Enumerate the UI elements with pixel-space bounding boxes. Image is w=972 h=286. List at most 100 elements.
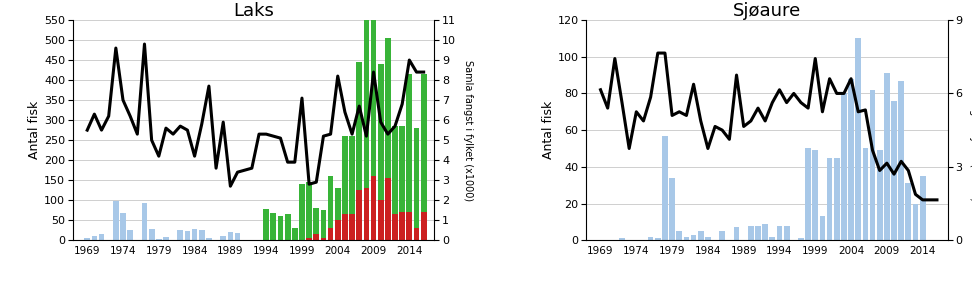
Bar bbox=[378, 64, 384, 200]
Bar bbox=[406, 74, 412, 212]
Bar bbox=[827, 158, 832, 240]
Bar bbox=[364, 188, 369, 240]
Bar bbox=[370, 0, 376, 176]
Bar bbox=[370, 176, 376, 240]
Bar bbox=[342, 136, 348, 214]
Bar bbox=[399, 126, 405, 212]
Bar bbox=[163, 237, 169, 240]
Bar bbox=[385, 178, 391, 240]
Y-axis label: Samla fangst i fylket (x1000): Samla fangst i fylket (x1000) bbox=[463, 59, 473, 201]
Y-axis label: Samla fangst i fylket (x1000): Samla fangst i fylket (x1000) bbox=[969, 59, 972, 201]
Title: Laks: Laks bbox=[233, 2, 274, 20]
Bar bbox=[306, 182, 312, 238]
Bar bbox=[862, 148, 868, 240]
Bar bbox=[755, 226, 761, 240]
Bar bbox=[770, 237, 776, 240]
Bar bbox=[321, 238, 327, 240]
Bar bbox=[91, 236, 97, 240]
Bar bbox=[313, 208, 319, 234]
Bar bbox=[762, 224, 768, 240]
Bar bbox=[421, 74, 427, 212]
Bar bbox=[392, 214, 398, 240]
Bar bbox=[328, 228, 333, 240]
Bar bbox=[698, 231, 704, 240]
Bar bbox=[328, 176, 333, 228]
Bar bbox=[813, 150, 818, 240]
Bar bbox=[877, 150, 883, 240]
Bar bbox=[884, 73, 889, 240]
Bar bbox=[185, 231, 191, 240]
Bar bbox=[313, 234, 319, 240]
Bar bbox=[321, 210, 327, 238]
Bar bbox=[385, 38, 391, 178]
Bar bbox=[719, 231, 725, 240]
Bar bbox=[834, 158, 840, 240]
Bar bbox=[392, 126, 398, 214]
Bar bbox=[234, 233, 240, 240]
Bar bbox=[798, 239, 804, 240]
Bar bbox=[85, 238, 90, 240]
Bar bbox=[414, 228, 419, 240]
Bar bbox=[156, 239, 161, 240]
Bar bbox=[805, 148, 811, 240]
Bar bbox=[870, 90, 876, 240]
Bar bbox=[677, 231, 682, 240]
Bar bbox=[149, 229, 155, 240]
Bar bbox=[278, 216, 284, 240]
Bar bbox=[349, 214, 355, 240]
Bar bbox=[691, 235, 697, 240]
Bar bbox=[819, 217, 825, 240]
Bar bbox=[285, 214, 291, 240]
Bar bbox=[364, 8, 369, 188]
Bar bbox=[342, 214, 348, 240]
Bar bbox=[349, 136, 355, 214]
Bar bbox=[199, 230, 205, 240]
Bar bbox=[292, 228, 297, 240]
Bar bbox=[849, 79, 854, 240]
Bar bbox=[655, 239, 661, 240]
Bar bbox=[841, 94, 847, 240]
Bar bbox=[306, 238, 312, 240]
Bar bbox=[777, 226, 782, 240]
Bar bbox=[299, 184, 305, 240]
Bar bbox=[263, 209, 269, 240]
Bar bbox=[421, 212, 427, 240]
Bar bbox=[357, 190, 363, 240]
Bar bbox=[906, 183, 911, 240]
Bar bbox=[127, 230, 133, 240]
Bar bbox=[378, 200, 384, 240]
Bar bbox=[121, 213, 125, 240]
Bar bbox=[414, 128, 419, 228]
Bar bbox=[399, 212, 405, 240]
Bar bbox=[357, 62, 363, 190]
Bar bbox=[113, 201, 119, 240]
Bar bbox=[335, 206, 340, 240]
Bar bbox=[647, 237, 653, 240]
Bar bbox=[670, 178, 675, 240]
Bar bbox=[406, 212, 412, 240]
Bar bbox=[683, 237, 689, 240]
Bar bbox=[221, 236, 226, 240]
Bar bbox=[891, 101, 897, 240]
Title: Sjøaure: Sjøaure bbox=[733, 2, 801, 20]
Bar bbox=[142, 203, 148, 240]
Bar bbox=[783, 226, 789, 240]
Bar bbox=[227, 232, 233, 240]
Bar bbox=[191, 229, 197, 240]
Bar bbox=[662, 136, 668, 240]
Y-axis label: Antal fisk: Antal fisk bbox=[541, 101, 555, 159]
Bar bbox=[913, 204, 919, 240]
Bar bbox=[748, 226, 753, 240]
Bar bbox=[206, 238, 212, 240]
Bar bbox=[270, 213, 276, 240]
Y-axis label: Antal fisk: Antal fisk bbox=[28, 101, 42, 159]
Bar bbox=[335, 220, 340, 240]
Bar bbox=[855, 38, 861, 240]
Bar bbox=[734, 227, 740, 240]
Bar bbox=[335, 188, 340, 220]
Bar bbox=[99, 234, 104, 240]
Bar bbox=[920, 176, 925, 240]
Bar bbox=[898, 81, 904, 240]
Bar bbox=[178, 230, 183, 240]
Bar bbox=[705, 237, 711, 240]
